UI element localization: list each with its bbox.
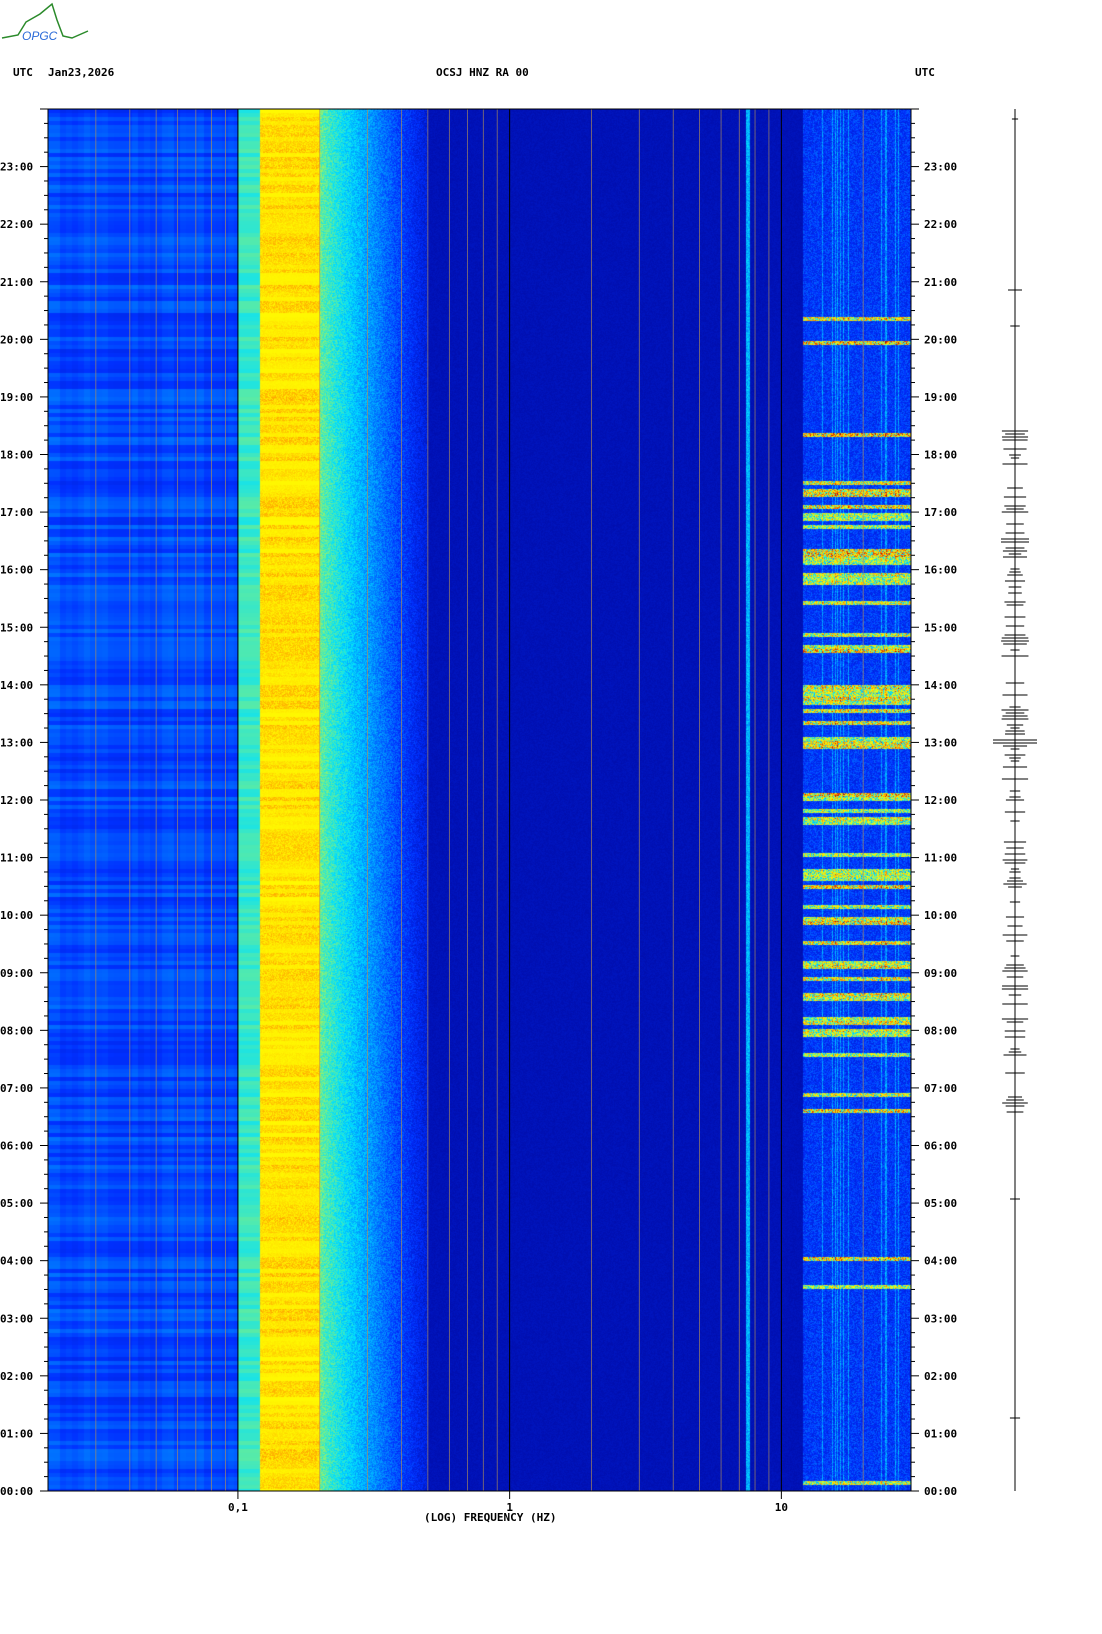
y-tick-label-right: 05:00 [924,1197,957,1210]
y-tick-label-right: 02:00 [924,1370,957,1383]
y-tick-label-left: 11:00 [0,852,33,865]
right-timezone-label: UTC [915,66,935,79]
y-tick-label-right: 00:00 [924,1485,957,1498]
y-tick-label-left: 12:00 [0,794,33,807]
y-tick-label-left: 22:00 [0,218,33,231]
opgc-logo: OPGC [1,2,89,43]
y-tick-label-left: 01:00 [0,1427,33,1440]
y-tick-label-left: 07:00 [0,1082,33,1095]
y-tick-label-right: 06:00 [924,1140,957,1153]
y-tick-label-left: 05:00 [0,1197,33,1210]
y-tick-label-right: 09:00 [924,967,957,980]
x-axis-label: (LOG) FREQUENCY (HZ) [424,1511,557,1524]
y-tick-label-left: 00:00 [0,1485,33,1498]
y-tick-label-left: 19:00 [0,391,33,404]
y-tick-label-left: 04:00 [0,1255,33,1268]
y-tick-label-right: 03:00 [924,1312,957,1325]
y-tick-label-left: 15:00 [0,621,33,634]
y-tick-label-left: 08:00 [0,1024,33,1037]
y-tick-label-left: 02:00 [0,1370,33,1383]
y-tick-label-right: 18:00 [924,449,957,462]
y-tick-label-right: 21:00 [924,276,957,289]
y-tick-label-right: 22:00 [924,218,957,231]
y-tick-label-right: 13:00 [924,736,957,749]
left-timezone-label: UTC [13,66,33,79]
x-tick-label: 1 [506,1501,513,1514]
y-tick-label-left: 09:00 [0,967,33,980]
y-tick-label-right: 01:00 [924,1427,957,1440]
y-tick-label-right: 20:00 [924,333,957,346]
x-tick-label: 10 [775,1501,788,1514]
y-tick-label-right: 08:00 [924,1024,957,1037]
date-label: Jan23,2026 [48,66,115,79]
y-tick-label-left: 18:00 [0,449,33,462]
y-tick-label-right: 12:00 [924,794,957,807]
y-tick-label-right: 04:00 [924,1255,957,1268]
y-tick-label-right: 14:00 [924,679,957,692]
y-tick-label-right: 17:00 [924,506,957,519]
svg-text:OPGC: OPGC [22,29,58,43]
spectrogram-heatmap [48,109,911,1491]
y-tick-label-right: 11:00 [924,852,957,865]
y-tick-label-right: 16:00 [924,564,957,577]
y-tick-label-left: 03:00 [0,1312,33,1325]
y-tick-label-left: 21:00 [0,276,33,289]
y-tick-label-right: 15:00 [924,621,957,634]
y-tick-label-left: 20:00 [0,333,33,346]
y-tick-label-left: 23:00 [0,161,33,174]
y-tick-label-left: 14:00 [0,679,33,692]
y-tick-label-left: 13:00 [0,736,33,749]
y-tick-label-right: 07:00 [924,1082,957,1095]
y-tick-label-right: 23:00 [924,161,957,174]
y-tick-label-right: 10:00 [924,909,957,922]
y-tick-label-left: 16:00 [0,564,33,577]
y-tick-label-left: 06:00 [0,1140,33,1153]
station-title: OCSJ HNZ RA 00 [436,66,529,79]
y-tick-label-left: 17:00 [0,506,33,519]
x-tick-label: 0,1 [228,1501,248,1514]
y-tick-label-left: 10:00 [0,909,33,922]
y-tick-label-right: 19:00 [924,391,957,404]
